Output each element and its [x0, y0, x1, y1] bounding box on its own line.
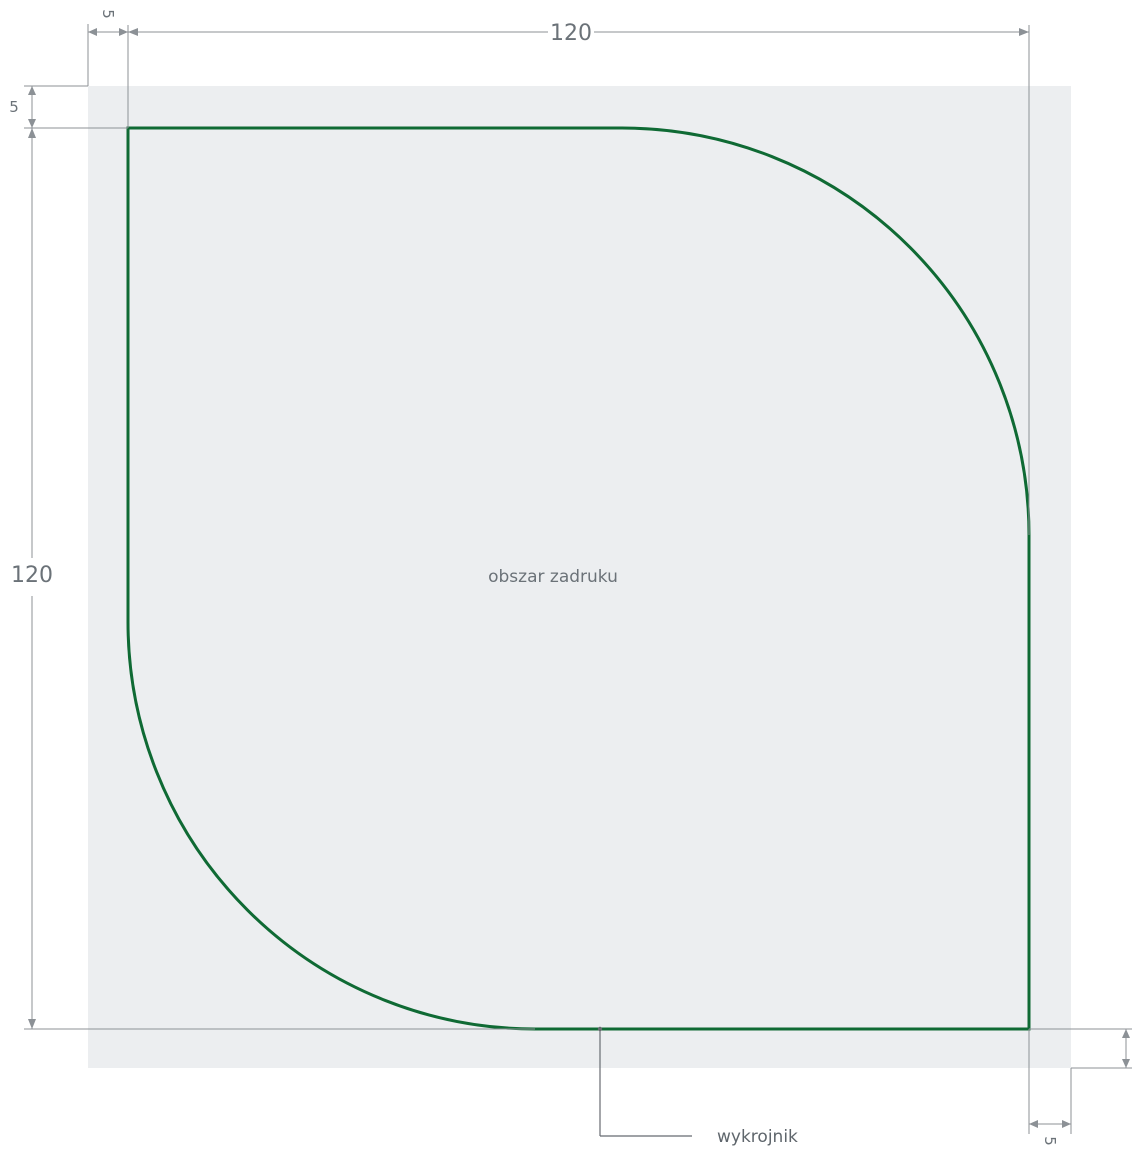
- top-left-bleed-y-label: 5: [9, 98, 19, 116]
- cut-line-label: wykrojnik: [717, 1127, 798, 1147]
- bottom-right-bleed-dimensions: 5: [1028, 1028, 1132, 1146]
- top-dimension: 120: [127, 21, 1030, 535]
- left-dimension-top-arrow: [28, 128, 36, 138]
- top-dimension-right-arrow: [1019, 28, 1029, 36]
- cut-line-callout: wykrojnik: [597, 1026, 798, 1147]
- top-left-bleed-dimensions: 5 5: [9, 9, 128, 129]
- print-area: [88, 86, 1071, 1068]
- top-left-bleed-x-label: 5: [99, 9, 117, 19]
- top-dimension-label: 120: [550, 21, 592, 46]
- bottom-right-bleed-x-label: 5: [1041, 1136, 1059, 1146]
- left-dimension-bottom-arrow: [28, 1019, 36, 1029]
- cut-line-callout-dot: [597, 1026, 603, 1032]
- top-dimension-left-arrow: [128, 28, 138, 36]
- left-dimension-label: 120: [11, 563, 53, 588]
- left-dimension: 120: [11, 128, 535, 1030]
- print-area-label: obszar zadruku: [488, 567, 618, 587]
